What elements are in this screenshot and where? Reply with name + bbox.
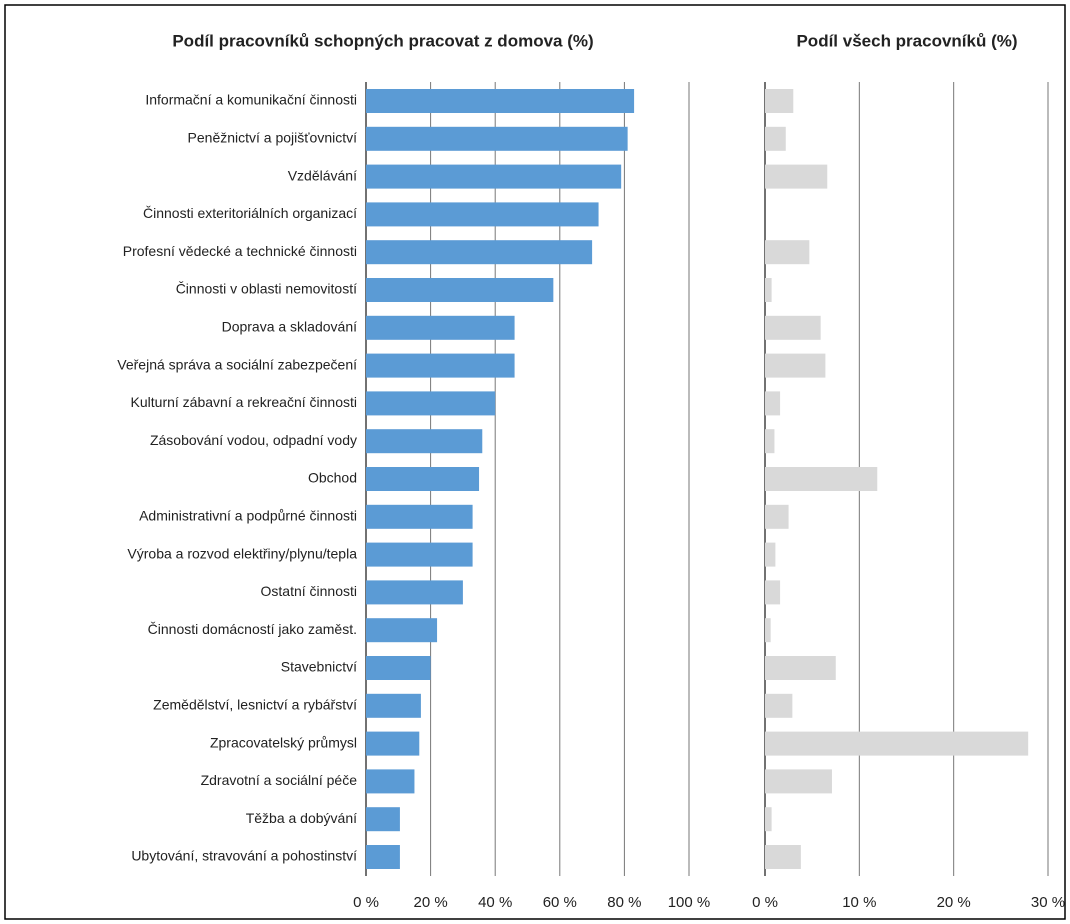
- bar: [366, 126, 628, 151]
- x-tick-label: 20 %: [937, 894, 971, 911]
- x-tick-label: 80 %: [607, 894, 641, 911]
- y-tick-label: Stavebnictví: [281, 659, 357, 675]
- y-tick-label: Těžba a dobývání: [246, 810, 357, 826]
- bar: [765, 693, 793, 718]
- bar: [765, 126, 786, 151]
- x-tick-label: 0 %: [752, 894, 778, 911]
- bar: [366, 353, 515, 378]
- bar: [765, 656, 836, 680]
- bar: [765, 580, 781, 605]
- bar: [765, 391, 781, 416]
- bar: [765, 315, 821, 340]
- bar: [366, 656, 431, 680]
- bar: [765, 467, 878, 491]
- y-tick-label: Vzdělávání: [288, 167, 357, 183]
- y-tick-label: Ostatní činnosti: [261, 583, 358, 599]
- y-tick-label: Doprava a skladování: [222, 319, 358, 335]
- y-tick-label: Zemědělství, lesnictví a rybářství: [153, 697, 357, 713]
- y-tick-label: Zásobování vodou, odpadní vody: [150, 432, 357, 448]
- x-tick-label: 30 %: [1031, 894, 1065, 911]
- y-tick-label: Kulturní zábavní a rekreační činnosti: [131, 394, 357, 410]
- y-tick-label: Administrativní a podpůrné činnosti: [139, 508, 357, 524]
- y-tick-label: Veřejná správa a sociální zabezpečení: [117, 356, 357, 372]
- y-tick-label: Zdravotní a sociální péče: [201, 772, 358, 788]
- bar: [765, 769, 832, 794]
- bar: [366, 580, 463, 605]
- x-tick-label: 100 %: [668, 894, 711, 911]
- bar: [366, 504, 473, 529]
- bar: [366, 845, 400, 869]
- bar: [765, 731, 1029, 756]
- bar: [366, 278, 554, 302]
- bar: [765, 89, 794, 113]
- chart-title: Podíl všech pracovníků (%): [796, 31, 1017, 50]
- bar: [366, 164, 622, 189]
- bar: [366, 391, 496, 416]
- y-tick-label: Peněžnictví a pojišťovnictví: [188, 130, 358, 146]
- y-tick-label: Informační a komunikační činnosti: [145, 92, 357, 108]
- x-tick-label: 40 %: [478, 894, 512, 911]
- x-tick-label: 20 %: [413, 894, 447, 911]
- bar: [366, 731, 420, 756]
- frame: [4, 4, 1066, 920]
- bar: [366, 807, 400, 832]
- bar: [765, 429, 775, 454]
- bar: [765, 278, 772, 302]
- y-tick-label: Obchod: [308, 470, 357, 486]
- x-tick-label: 10 %: [842, 894, 876, 911]
- y-tick-label: Činnosti domácností jako zaměst.: [148, 621, 357, 637]
- bar: [366, 618, 438, 643]
- y-tick-label: Výroba a rozvod elektřiny/plynu/tepla: [127, 545, 357, 561]
- bar: [366, 467, 480, 491]
- bar: [366, 315, 515, 340]
- bar: [765, 504, 789, 529]
- bar: [765, 240, 810, 265]
- bar: [366, 429, 483, 454]
- y-tick-label: Profesní vědecké a technické činnosti: [123, 243, 357, 259]
- bar: [366, 240, 593, 265]
- y-tick-label: Zpracovatelský průmysl: [210, 734, 357, 750]
- chart-title: Podíl pracovníků schopných pracovat z do…: [172, 31, 593, 50]
- y-tick-label: Činnosti v oblasti nemovitostí: [176, 281, 357, 297]
- bar: [765, 618, 771, 643]
- bar: [366, 202, 599, 227]
- bar: [765, 845, 801, 869]
- x-tick-label: 0 %: [353, 894, 379, 911]
- y-tick-label: Činnosti exteritoriálních organizací: [143, 205, 357, 221]
- bar: [765, 353, 826, 378]
- bar: [366, 769, 415, 794]
- bar: [765, 807, 772, 832]
- x-tick-label: 60 %: [543, 894, 577, 911]
- y-tick-label: Ubytování, stravování a pohostinství: [131, 848, 357, 864]
- bar: [765, 542, 776, 567]
- bar: [366, 89, 635, 113]
- bar: [765, 164, 828, 189]
- bar: [366, 542, 473, 567]
- bar: [366, 693, 421, 718]
